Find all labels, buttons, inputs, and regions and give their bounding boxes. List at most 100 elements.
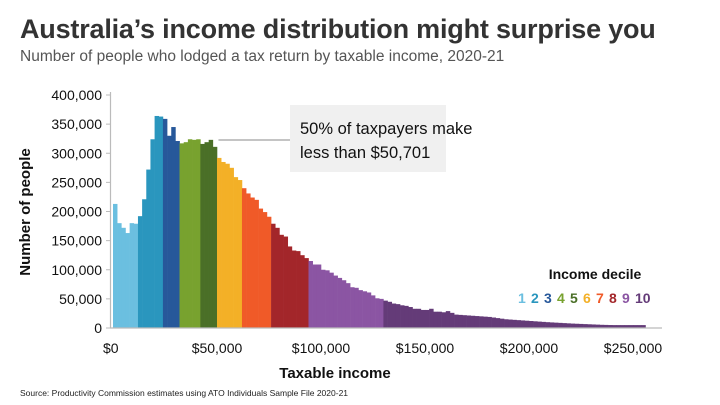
histogram-bar — [558, 322, 563, 328]
histogram-bar — [154, 115, 160, 328]
histogram-bar — [549, 322, 555, 328]
source-note: Source: Productivity Commission estimate… — [20, 388, 349, 398]
histogram-bar — [433, 311, 438, 328]
histogram-bar — [125, 233, 130, 328]
x-tick-label: $250,000 — [604, 340, 663, 356]
histogram-bar — [520, 320, 526, 328]
histogram-bar — [583, 324, 588, 328]
histogram-bar — [603, 324, 609, 328]
histogram-bar — [192, 139, 197, 328]
histogram-bar — [383, 300, 388, 328]
histogram-bar — [495, 318, 501, 328]
histogram-bar — [366, 292, 372, 328]
histogram-bar — [362, 291, 368, 328]
histogram-bar — [283, 236, 289, 328]
histogram-bar — [171, 127, 176, 328]
annotation-box — [290, 105, 446, 172]
histogram-bar — [233, 177, 239, 328]
histogram-bar — [225, 163, 230, 328]
histogram-bar — [578, 323, 584, 328]
histogram-bar — [628, 325, 634, 328]
histogram-bar — [591, 324, 596, 328]
histogram-bar — [291, 250, 297, 328]
histogram-bar — [341, 280, 347, 328]
histogram-bar — [537, 321, 542, 328]
histogram-bar — [533, 321, 538, 328]
y-tick-label: 250,000 — [51, 174, 102, 190]
histogram-bar — [254, 199, 259, 328]
x-tick-label: $200,000 — [500, 340, 559, 356]
legend-title: Income decile — [549, 266, 642, 282]
histogram-bar — [296, 251, 301, 328]
chart-title: Australia’s income distribution might su… — [20, 14, 656, 44]
histogram-bar — [553, 322, 559, 328]
histogram-bar — [312, 264, 318, 328]
histogram-bar — [262, 212, 268, 328]
histogram-bar — [395, 304, 401, 328]
histogram-bar — [117, 223, 122, 328]
histogram-bar — [516, 320, 521, 328]
histogram-bar — [545, 322, 551, 328]
histogram-bar — [441, 312, 447, 328]
histogram-bar — [208, 139, 214, 328]
histogram-bar — [641, 325, 646, 328]
histogram-bar — [612, 325, 617, 328]
histogram-bar — [391, 303, 397, 328]
histogram-bar — [566, 323, 571, 328]
histogram-bar — [412, 308, 417, 328]
histogram-bar — [167, 135, 172, 328]
legend-item-decile-9: 9 — [622, 290, 630, 306]
histogram-bar — [271, 223, 276, 328]
histogram-bar — [387, 301, 393, 328]
histogram-bar — [212, 146, 218, 328]
y-tick-label: 350,000 — [51, 116, 102, 132]
histogram-bar — [375, 298, 380, 328]
histogram-bar — [258, 208, 264, 328]
histogram-bar — [570, 323, 576, 328]
legend-item-decile-1: 1 — [518, 290, 526, 306]
histogram-bar — [129, 223, 135, 328]
histogram-bar — [150, 139, 155, 328]
bars — [113, 115, 646, 329]
histogram-bar — [508, 319, 513, 328]
histogram-bar — [454, 314, 459, 328]
histogram-bar — [620, 325, 625, 328]
histogram-bar — [466, 315, 472, 328]
legend-item-decile-2: 2 — [531, 290, 539, 306]
histogram-bar — [133, 223, 139, 328]
histogram-bar — [358, 290, 363, 328]
legend-item-decile-6: 6 — [583, 290, 591, 306]
histogram-bar — [529, 321, 534, 328]
x-tick-label: $50,000 — [192, 340, 243, 356]
histogram-bar — [404, 305, 409, 328]
y-tick-label: 50,000 — [59, 291, 102, 307]
histogram-bar — [316, 264, 322, 328]
histogram-bar — [499, 318, 505, 328]
histogram-bar — [370, 295, 376, 328]
histogram-bar — [196, 139, 201, 328]
legend-item-decile-10: 10 — [635, 290, 651, 306]
histogram-bar — [462, 315, 467, 328]
histogram-bar — [121, 227, 126, 328]
histogram-bar — [562, 323, 567, 328]
histogram-bar — [416, 308, 422, 328]
annotation-line-1: 50% of taxpayers make — [300, 120, 472, 138]
histogram-bar — [204, 142, 209, 328]
histogram-bar — [275, 227, 280, 328]
histogram-bar — [287, 246, 293, 328]
y-tick-label: 150,000 — [51, 233, 102, 249]
histogram-bar — [350, 287, 355, 328]
histogram-bar — [504, 319, 509, 328]
legend-item-decile-7: 7 — [596, 290, 604, 306]
histogram-bar — [345, 283, 351, 328]
histogram-bar — [624, 325, 630, 328]
histogram-bar — [187, 139, 193, 328]
legend-item-decile-4: 4 — [557, 290, 565, 306]
histogram-bar — [142, 199, 147, 328]
histogram-bar — [250, 197, 255, 328]
histogram-bar — [491, 317, 497, 328]
histogram-bar — [162, 118, 168, 328]
histogram-bar — [179, 143, 185, 328]
histogram-bar — [437, 311, 442, 328]
